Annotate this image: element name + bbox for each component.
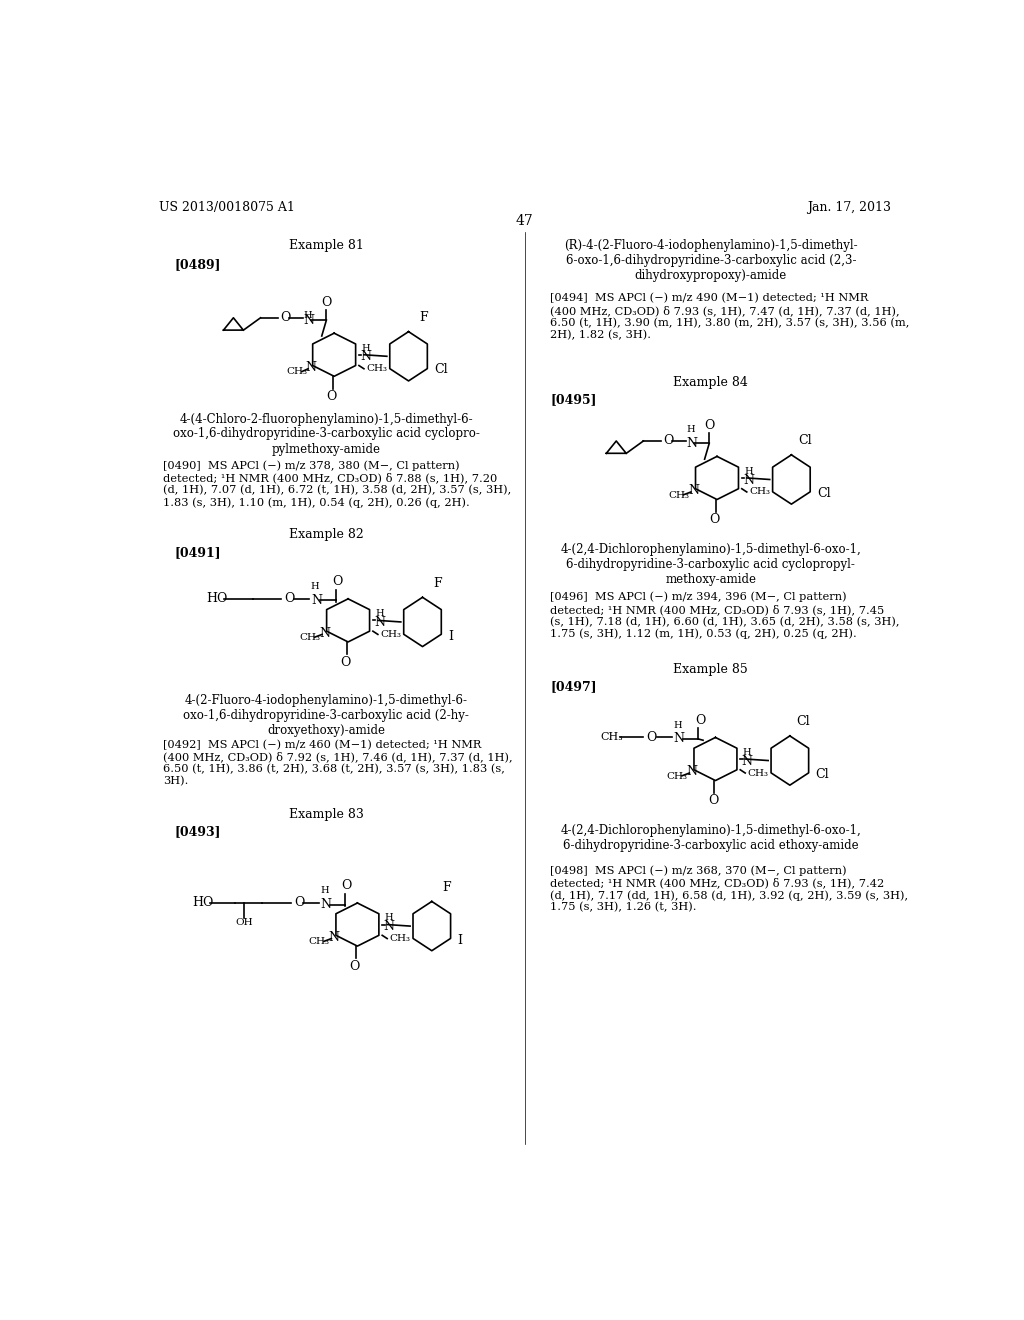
Text: CH₃: CH₃ [748,768,769,777]
Text: O: O [340,656,351,669]
Text: 4-(4-Chloro-2-fluorophenylamino)-1,5-dimethyl-6-
oxo-1,6-dihydropyridine-3-carbo: 4-(4-Chloro-2-fluorophenylamino)-1,5-dim… [173,412,480,455]
Text: [0494]  MS APCl (−) m/z 490 (M−1) detected; ¹H NMR
(400 MHz, CD₃OD) δ 7.93 (s, 1: [0494] MS APCl (−) m/z 490 (M−1) detecte… [550,293,909,341]
Text: I: I [458,935,463,948]
Text: Example 82: Example 82 [289,528,364,541]
Text: H: H [686,425,694,434]
Text: N: N [688,484,699,498]
Text: O: O [646,731,656,744]
Text: O: O [327,391,337,403]
Text: O: O [294,896,304,909]
Text: O: O [322,296,332,309]
Text: H: H [303,312,311,319]
Text: H: H [744,467,753,475]
Text: CH₃: CH₃ [668,491,689,500]
Text: [0490]  MS APCl (−) m/z 378, 380 (M−, Cl pattern)
detected; ¹H NMR (400 MHz, CD₃: [0490] MS APCl (−) m/z 378, 380 (M−, Cl … [163,461,511,508]
Text: Example 81: Example 81 [289,239,364,252]
Text: O: O [280,312,290,325]
Text: F: F [442,880,452,894]
Text: CH₃: CH₃ [308,937,330,946]
Text: CH₃: CH₃ [601,733,624,742]
Text: O: O [332,576,342,589]
Text: N: N [319,627,330,640]
Text: Cl: Cl [815,768,829,780]
Text: I: I [449,630,453,643]
Text: [0489]: [0489] [174,259,221,272]
Text: F: F [420,312,428,323]
Text: [0498]  MS APCl (−) m/z 368, 370 (M−, Cl pattern)
detected; ¹H NMR (400 MHz, CD₃: [0498] MS APCl (−) m/z 368, 370 (M−, Cl … [550,866,908,912]
Text: O: O [705,418,715,432]
Text: (R)-4-(2-Fluoro-4-iodophenylamino)-1,5-dimethyl-
6-oxo-1,6-dihydropyridine-3-car: (R)-4-(2-Fluoro-4-iodophenylamino)-1,5-d… [564,239,858,282]
Text: H: H [361,343,370,352]
Text: HO: HO [206,593,227,606]
Text: H: H [674,721,682,730]
Text: H: H [742,748,752,756]
Text: HO: HO [193,896,214,909]
Text: N: N [305,362,316,374]
Text: O: O [663,434,673,447]
Text: O: O [341,879,351,892]
Text: O: O [285,593,295,606]
Text: CH₃: CH₃ [367,364,387,374]
Text: 4-(2,4-Dichlorophenylamino)-1,5-dimethyl-6-oxo-1,
6-dihydropyridine-3-carboxylic: 4-(2,4-Dichlorophenylamino)-1,5-dimethyl… [560,544,861,586]
Text: N: N [383,920,394,933]
Text: 4-(2,4-Dichlorophenylamino)-1,5-dimethyl-6-oxo-1,
6-dihydropyridine-3-carboxylic: 4-(2,4-Dichlorophenylamino)-1,5-dimethyl… [560,825,861,853]
Text: N: N [311,594,322,607]
Text: O: O [710,513,720,527]
Text: CH₃: CH₃ [299,634,321,642]
Text: Jan. 17, 2013: Jan. 17, 2013 [807,201,891,214]
Text: [0496]  MS APCl (−) m/z 394, 396 (M−, Cl pattern)
detected; ¹H NMR (400 MHz, CD₃: [0496] MS APCl (−) m/z 394, 396 (M−, Cl … [550,591,900,639]
Text: OH: OH [236,919,253,928]
Text: Cl: Cl [798,434,812,447]
Text: O: O [708,795,718,808]
Text: CH₃: CH₃ [287,367,307,376]
Text: N: N [360,350,371,363]
Text: H: H [311,582,319,591]
Text: N: N [686,437,697,450]
Text: N: N [741,755,753,768]
Text: [0491]: [0491] [174,545,221,558]
Text: [0495]: [0495] [550,393,597,407]
Text: [0492]  MS APCl (−) m/z 460 (M−1) detected; ¹H NMR
(400 MHz, CD₃OD) δ 7.92 (s, 1: [0492] MS APCl (−) m/z 460 (M−1) detecte… [163,739,512,787]
Text: N: N [674,733,685,746]
Text: Cl: Cl [817,487,830,499]
Text: Example 84: Example 84 [674,376,749,389]
Text: [0497]: [0497] [550,680,597,693]
Text: CH₃: CH₃ [390,935,411,942]
Text: Cl: Cl [797,715,810,729]
Text: CH₃: CH₃ [750,487,770,496]
Text: Cl: Cl [434,363,447,376]
Text: Example 85: Example 85 [674,663,749,676]
Text: 4-(2-Fluoro-4-iodophenylamino)-1,5-dimethyl-6-
oxo-1,6-dihydropyridine-3-carboxy: 4-(2-Fluoro-4-iodophenylamino)-1,5-dimet… [183,693,469,737]
Text: H: H [321,886,329,895]
Text: H: H [385,913,393,923]
Text: N: N [303,314,314,326]
Text: F: F [433,577,442,590]
Text: CH₃: CH₃ [380,630,401,639]
Text: O: O [350,960,360,973]
Text: US 2013/0018075 A1: US 2013/0018075 A1 [159,201,295,214]
Text: N: N [374,616,385,630]
Text: N: N [686,766,697,779]
Text: N: N [321,898,331,911]
Text: H: H [376,610,384,618]
Text: Example 83: Example 83 [289,808,364,821]
Text: 47: 47 [516,214,534,228]
Text: O: O [694,714,706,726]
Text: N: N [329,931,339,944]
Text: CH₃: CH₃ [667,772,687,780]
Text: N: N [743,474,754,487]
Text: [0493]: [0493] [174,825,221,838]
